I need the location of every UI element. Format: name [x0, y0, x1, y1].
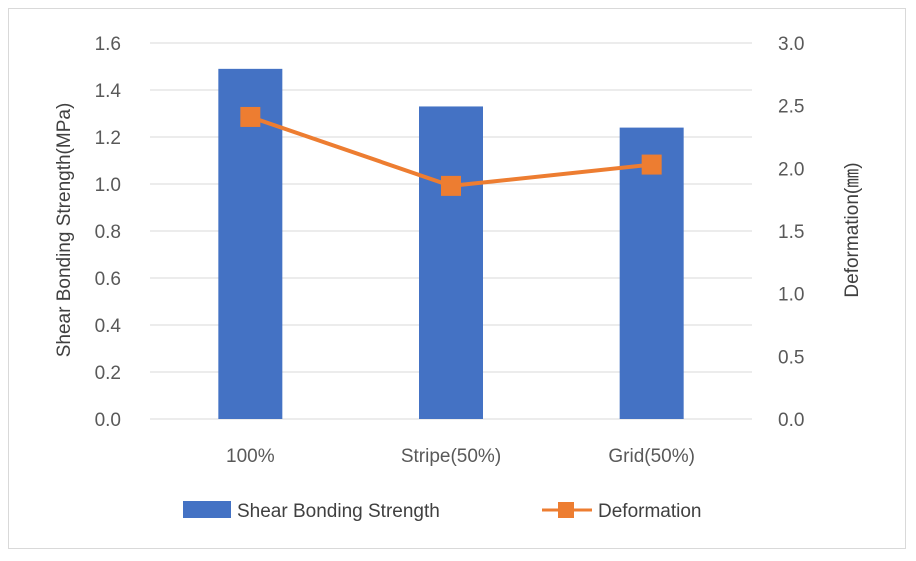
- x-tick-label: 100%: [226, 446, 275, 467]
- y2-tick-label: 2.0: [778, 159, 804, 180]
- y2-axis-title: Deformation(㎜): [842, 162, 863, 297]
- y-tick-label: 0.4: [95, 316, 122, 337]
- bar: [419, 106, 483, 419]
- bar: [619, 127, 684, 419]
- tick-labels: 0.0 0.2 0.4 0.6 0.8 1.0 1.2 1.4 1.6 0.0 0.5 1.0 1.5 2…: [95, 34, 805, 467]
- y-tick-label: 0.2: [95, 363, 121, 384]
- y-tick-label: 1.0: [95, 175, 121, 196]
- y2-tick-label: 3.0: [778, 34, 804, 55]
- y2-tick-label: 1.5: [778, 222, 804, 243]
- legend-label-line: Deformation: [598, 501, 702, 522]
- legend: Shear Bonding Strength Deformation: [183, 501, 702, 522]
- y-tick-label: 0.0: [95, 410, 121, 431]
- bar: [218, 68, 283, 419]
- legend-swatch-bar: [183, 501, 231, 518]
- y-axis-title: Shear Bonding Strength(MPa): [54, 103, 75, 358]
- line-marker: [441, 175, 461, 196]
- y2-tick-label: 0.5: [778, 347, 804, 368]
- x-tick-label: Stripe(50%): [401, 446, 501, 467]
- line-marker: [240, 106, 261, 127]
- y-tick-label: 1.6: [95, 34, 121, 55]
- bar-series: [218, 68, 684, 419]
- line-marker: [641, 154, 662, 175]
- y-tick-label: 0.8: [95, 222, 121, 243]
- y2-tick-label: 0.0: [778, 410, 804, 431]
- y-tick-label: 1.2: [95, 128, 121, 149]
- legend-label-bar: Shear Bonding Strength: [237, 501, 440, 522]
- line-series: [240, 106, 662, 196]
- y2-tick-label: 1.0: [778, 285, 804, 306]
- y-tick-label: 1.4: [95, 81, 122, 102]
- legend-swatch-marker: [558, 502, 574, 518]
- x-tick-label: Grid(50%): [608, 446, 695, 467]
- y-tick-label: 0.6: [95, 269, 121, 290]
- y2-tick-label: 2.5: [778, 97, 804, 118]
